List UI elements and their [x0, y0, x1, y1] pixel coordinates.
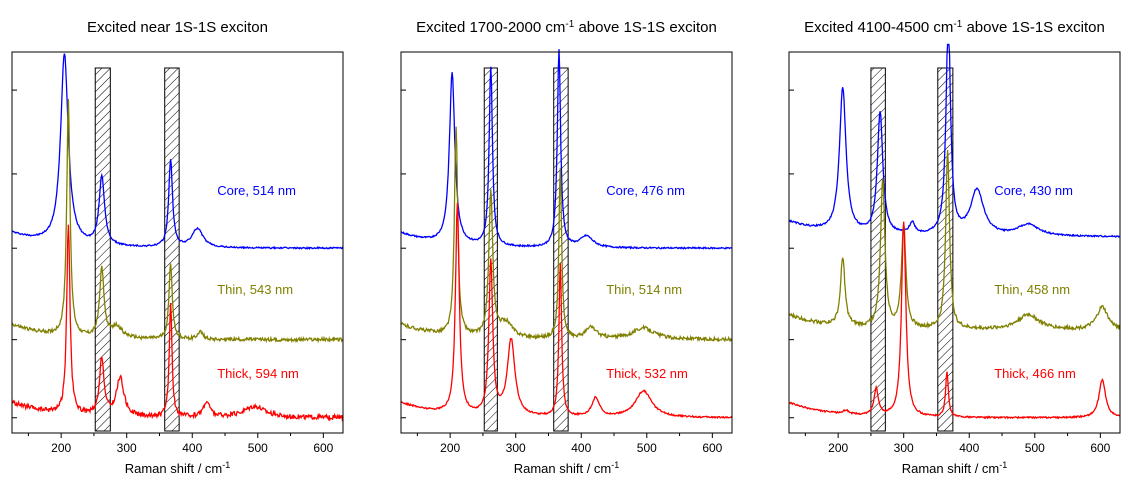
- x-tick-label: 500: [248, 441, 268, 455]
- x-tick-label: 200: [828, 441, 848, 455]
- title-part: above 1S-1S exciton: [574, 19, 717, 36]
- series-label: Core, 430 nm: [994, 183, 1073, 198]
- plot-frame: [400, 51, 733, 434]
- x-tick-label: 300: [894, 441, 914, 455]
- title-part: Excited near 1S-1S exciton: [87, 19, 268, 36]
- x-tick-label: 400: [571, 441, 591, 455]
- series-line-thick: [11, 224, 344, 423]
- series-label: Thick, 466 nm: [994, 366, 1076, 381]
- x-tick-label: 600: [1090, 441, 1110, 455]
- x-tick-label: 500: [1025, 441, 1045, 455]
- x-tick-label: 600: [702, 441, 722, 455]
- title-part: above 1S-1S exciton: [962, 19, 1105, 36]
- series-label: Thick, 532 nm: [606, 366, 688, 381]
- x-axis-label: Raman shift / cm-1: [514, 460, 620, 476]
- series-label: Thin, 458 nm: [994, 282, 1070, 297]
- x-tick-label: 200: [440, 441, 460, 455]
- plot-frame: [11, 51, 344, 434]
- series-line-thick: [400, 202, 733, 420]
- panel-title: Excited 1700-2000 cm-1 above 1S-1S excit…: [416, 19, 717, 37]
- title-part: -1: [953, 19, 962, 30]
- panel-1: Excited near 1S-1S exciton Core, 514 nm Th…: [11, 19, 344, 476]
- x-axis-label: Raman shift / cm-1: [902, 460, 1008, 476]
- panel-title: Excited 4100-4500 cm-1 above 1S-1S excit…: [804, 19, 1105, 37]
- x-tick-label: 200: [51, 441, 71, 455]
- x-tick-label: 600: [313, 441, 333, 455]
- panel-title: Excited near 1S-1S exciton: [87, 19, 268, 36]
- title-part: Excited 4100-4500 cm: [804, 19, 953, 36]
- title-part: Excited 1700-2000 cm: [416, 19, 565, 36]
- series-label: Thin, 543 nm: [217, 282, 293, 297]
- series-line-core: [788, 43, 1121, 238]
- x-tick-label: 400: [182, 441, 202, 455]
- x-axis-label: Raman shift / cm-1: [125, 460, 231, 476]
- panel-2: Excited 1700-2000 cm-1 above 1S-1S excit…: [400, 19, 733, 476]
- series-label: Thick, 594 nm: [217, 366, 299, 381]
- x-tick-label: 300: [506, 441, 526, 455]
- series-line-thin: [788, 149, 1121, 332]
- highlight-band-2: [164, 67, 180, 432]
- series-line-thin: [400, 126, 733, 343]
- panel-3: Excited 4100-4500 cm-1 above 1S-1S excit…: [788, 19, 1121, 476]
- highlight-band-1: [870, 67, 886, 432]
- x-tick-label: 300: [117, 441, 137, 455]
- series-label: Thin, 514 nm: [606, 282, 682, 297]
- series-label: Core, 476 nm: [606, 183, 685, 198]
- series-line-core: [400, 49, 733, 250]
- series-line-thick: [788, 221, 1121, 420]
- series-line-thin: [11, 98, 344, 344]
- x-tick-label: 500: [637, 441, 657, 455]
- series-line-core: [11, 53, 344, 251]
- highlight-band-1: [94, 67, 111, 432]
- title-part: -1: [565, 19, 574, 30]
- x-tick-label: 400: [959, 441, 979, 455]
- series-label: Core, 514 nm: [217, 183, 296, 198]
- plot-frame: [788, 51, 1121, 434]
